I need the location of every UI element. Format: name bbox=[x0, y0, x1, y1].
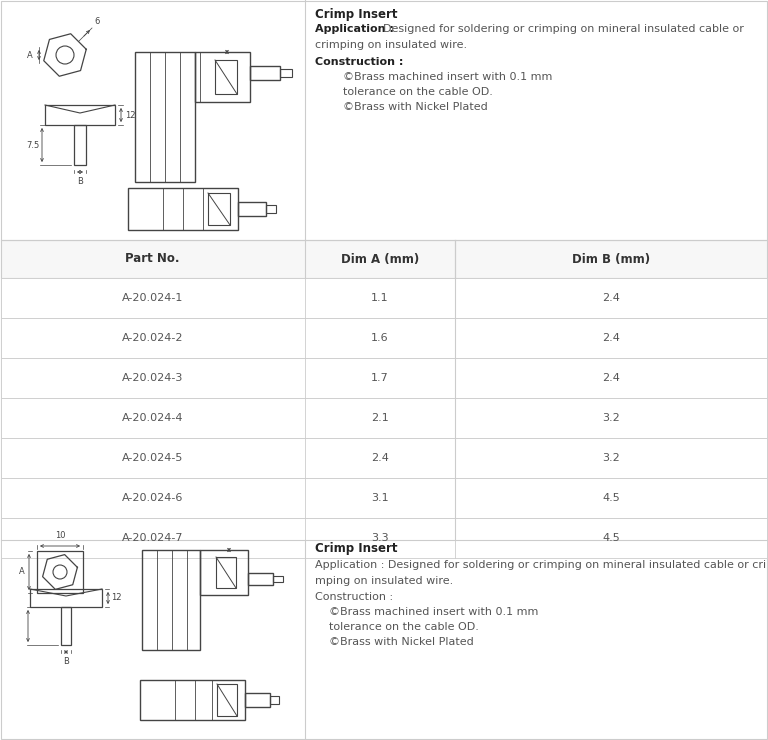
Bar bbox=[217, 684, 237, 716]
Bar bbox=[74, 125, 86, 165]
Text: Part No.: Part No. bbox=[125, 252, 180, 266]
Text: mping on insulated wire.: mping on insulated wire. bbox=[315, 576, 453, 586]
Text: A-20.024-6: A-20.024-6 bbox=[122, 493, 184, 503]
Bar bbox=[248, 573, 273, 585]
Text: 2.1: 2.1 bbox=[371, 413, 389, 423]
Text: ©Brass machined insert with 0.1 mm: ©Brass machined insert with 0.1 mm bbox=[343, 72, 552, 82]
Text: B: B bbox=[63, 657, 69, 666]
Bar bbox=[128, 188, 238, 230]
Text: 2.4: 2.4 bbox=[603, 333, 621, 343]
Text: 1.1: 1.1 bbox=[371, 293, 389, 303]
Text: 3.2: 3.2 bbox=[603, 413, 621, 423]
Bar bbox=[37, 551, 83, 593]
Bar bbox=[270, 696, 279, 704]
Bar bbox=[140, 680, 245, 720]
Text: 2.4: 2.4 bbox=[371, 453, 389, 463]
Text: A-20.024-2: A-20.024-2 bbox=[122, 333, 184, 343]
Text: A-20.024-7: A-20.024-7 bbox=[122, 533, 184, 543]
Text: 10: 10 bbox=[55, 531, 65, 540]
Bar bbox=[1, 398, 767, 438]
Bar bbox=[208, 193, 230, 225]
Bar bbox=[238, 202, 266, 216]
Text: A-20.024-5: A-20.024-5 bbox=[122, 453, 184, 463]
Bar bbox=[1, 318, 767, 358]
Bar bbox=[215, 60, 237, 94]
Text: 12: 12 bbox=[111, 593, 121, 602]
Text: ©Brass with Nickel Plated: ©Brass with Nickel Plated bbox=[329, 637, 474, 647]
Text: A: A bbox=[27, 50, 33, 59]
Bar bbox=[250, 66, 280, 80]
Text: Construction :: Construction : bbox=[315, 592, 393, 602]
Text: Designed for soldering or crimping on mineral insulated cable or: Designed for soldering or crimping on mi… bbox=[383, 24, 744, 34]
Text: A: A bbox=[19, 568, 25, 576]
Text: 7.5: 7.5 bbox=[27, 141, 40, 149]
Text: B: B bbox=[77, 177, 83, 186]
Bar bbox=[61, 607, 71, 645]
Text: Application :: Application : bbox=[315, 24, 398, 34]
Text: 4.5: 4.5 bbox=[603, 493, 621, 503]
Text: Application : Designed for soldering or crimping on mineral insulated cable or c: Application : Designed for soldering or … bbox=[315, 560, 766, 570]
Text: tolerance on the cable OD.: tolerance on the cable OD. bbox=[329, 622, 479, 632]
Bar bbox=[216, 557, 236, 588]
Bar bbox=[200, 550, 248, 595]
Text: 12: 12 bbox=[125, 110, 135, 119]
Text: 4.5: 4.5 bbox=[603, 533, 621, 543]
Text: Dim B (mm): Dim B (mm) bbox=[572, 252, 650, 266]
Text: Construction :: Construction : bbox=[315, 57, 403, 67]
Bar bbox=[266, 205, 276, 213]
Text: 1.7: 1.7 bbox=[371, 373, 389, 383]
Bar bbox=[280, 69, 292, 77]
Bar bbox=[142, 550, 200, 650]
Bar bbox=[1, 438, 767, 478]
Bar bbox=[135, 52, 195, 182]
Text: 1.6: 1.6 bbox=[371, 333, 389, 343]
Bar bbox=[245, 693, 270, 707]
Text: 3.1: 3.1 bbox=[371, 493, 389, 503]
Text: ©Brass machined insert with 0.1 mm: ©Brass machined insert with 0.1 mm bbox=[329, 607, 538, 617]
Text: Crimp Insert: Crimp Insert bbox=[315, 8, 398, 21]
Bar bbox=[1, 278, 767, 318]
Text: A-20.024-3: A-20.024-3 bbox=[122, 373, 184, 383]
Bar bbox=[1, 240, 767, 278]
Text: 6: 6 bbox=[94, 17, 99, 26]
Text: tolerance on the cable OD.: tolerance on the cable OD. bbox=[343, 87, 493, 97]
Text: 3.2: 3.2 bbox=[603, 453, 621, 463]
Text: 2.4: 2.4 bbox=[603, 373, 621, 383]
Text: 3.3: 3.3 bbox=[371, 533, 389, 543]
Bar bbox=[1, 478, 767, 518]
Text: crimping on insulated wire.: crimping on insulated wire. bbox=[315, 40, 467, 50]
Bar bbox=[1, 518, 767, 558]
Text: Dim A (mm): Dim A (mm) bbox=[341, 252, 419, 266]
Text: ©Brass with Nickel Plated: ©Brass with Nickel Plated bbox=[343, 102, 488, 112]
Bar bbox=[1, 358, 767, 398]
Bar bbox=[273, 576, 283, 582]
Text: Crimp Insert: Crimp Insert bbox=[315, 542, 398, 555]
Text: A-20.024-1: A-20.024-1 bbox=[122, 293, 184, 303]
Bar bbox=[195, 52, 250, 102]
Bar bbox=[30, 589, 102, 607]
Text: 2.4: 2.4 bbox=[603, 293, 621, 303]
Text: A-20.024-4: A-20.024-4 bbox=[122, 413, 184, 423]
